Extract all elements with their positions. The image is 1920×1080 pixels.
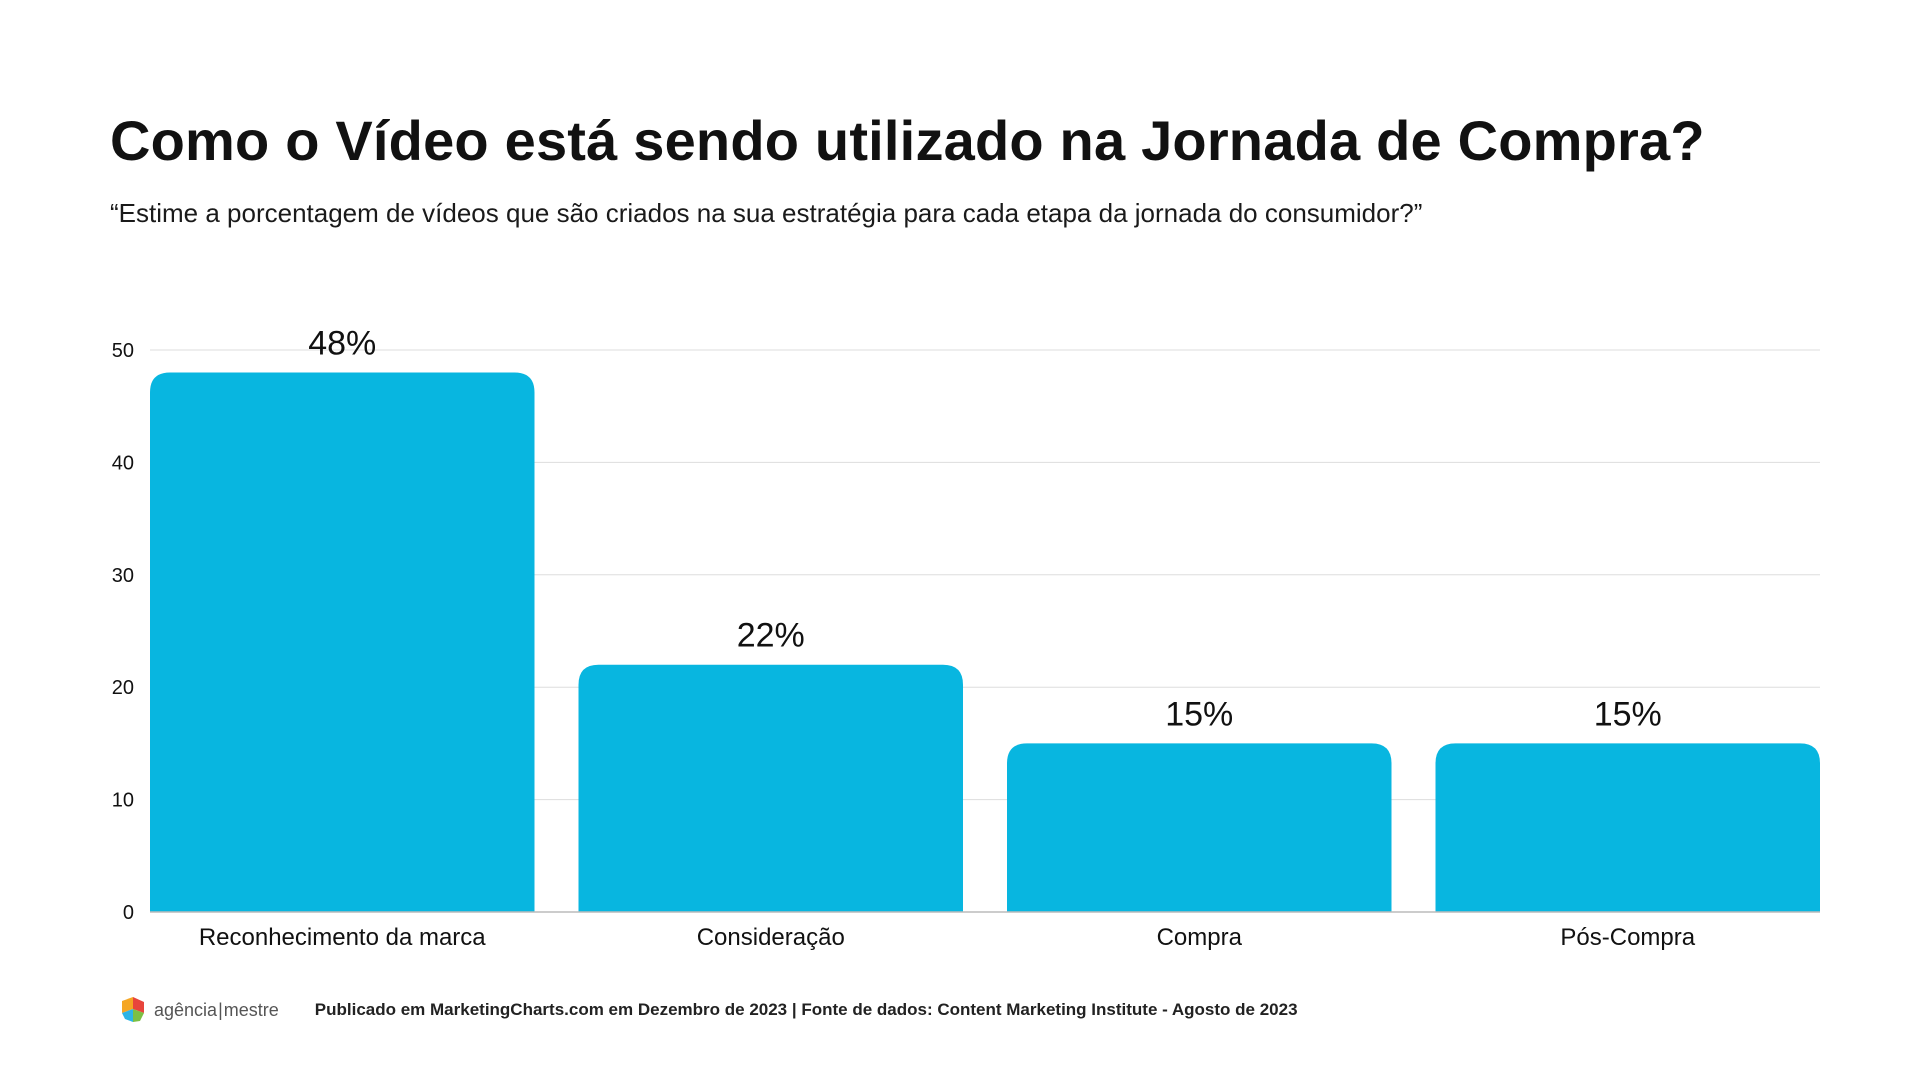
x-category-label: Reconhecimento da marca xyxy=(199,924,486,951)
y-tick-label: 50 xyxy=(112,340,134,362)
bar-value-label: 15% xyxy=(1165,695,1233,733)
logo-text-left: agência xyxy=(154,999,218,1020)
x-axis-labels: Reconhecimento da marca Consideração Compr… xyxy=(199,924,1696,951)
y-tick-label: 10 xyxy=(112,790,134,812)
chart-subtitle: “Estime a porcentagem de vídeos que são … xyxy=(110,198,1423,228)
footer: agência | mestre Publicado em MarketingC… xyxy=(118,990,1298,1030)
data-labels: 48% 22% 15% 15% xyxy=(308,324,1662,733)
bar-value-label: 15% xyxy=(1594,695,1662,733)
source-note: Publicado em MarketingCharts.com em Deze… xyxy=(314,1000,1298,1019)
y-tick-label: 20 xyxy=(112,677,134,699)
bars xyxy=(150,372,1820,913)
logo-text-right: mestre xyxy=(223,999,279,1020)
x-category-label: Consideração xyxy=(697,924,845,951)
y-tick-label: 0 xyxy=(123,902,134,924)
chart-title: Como o Vídeo está sendo utilizado na Jor… xyxy=(110,109,1705,172)
bar xyxy=(150,372,535,913)
y-tick-label: 30 xyxy=(112,565,134,587)
agencia-mestre-logo-icon xyxy=(122,997,144,1022)
bar-value-label: 22% xyxy=(737,617,805,655)
bar xyxy=(578,664,963,912)
bar xyxy=(1435,743,1820,912)
x-category-label: Pós-Compra xyxy=(1560,924,1695,951)
logo-separator: | xyxy=(218,999,223,1020)
logo: agência | mestre xyxy=(118,995,279,1025)
y-axis-ticks: 0 10 20 30 40 50 xyxy=(112,340,134,924)
y-tick-label: 40 xyxy=(112,452,134,474)
bar-value-label: 48% xyxy=(308,324,376,362)
x-category-label: Compra xyxy=(1157,924,1243,951)
bar xyxy=(1007,743,1392,912)
